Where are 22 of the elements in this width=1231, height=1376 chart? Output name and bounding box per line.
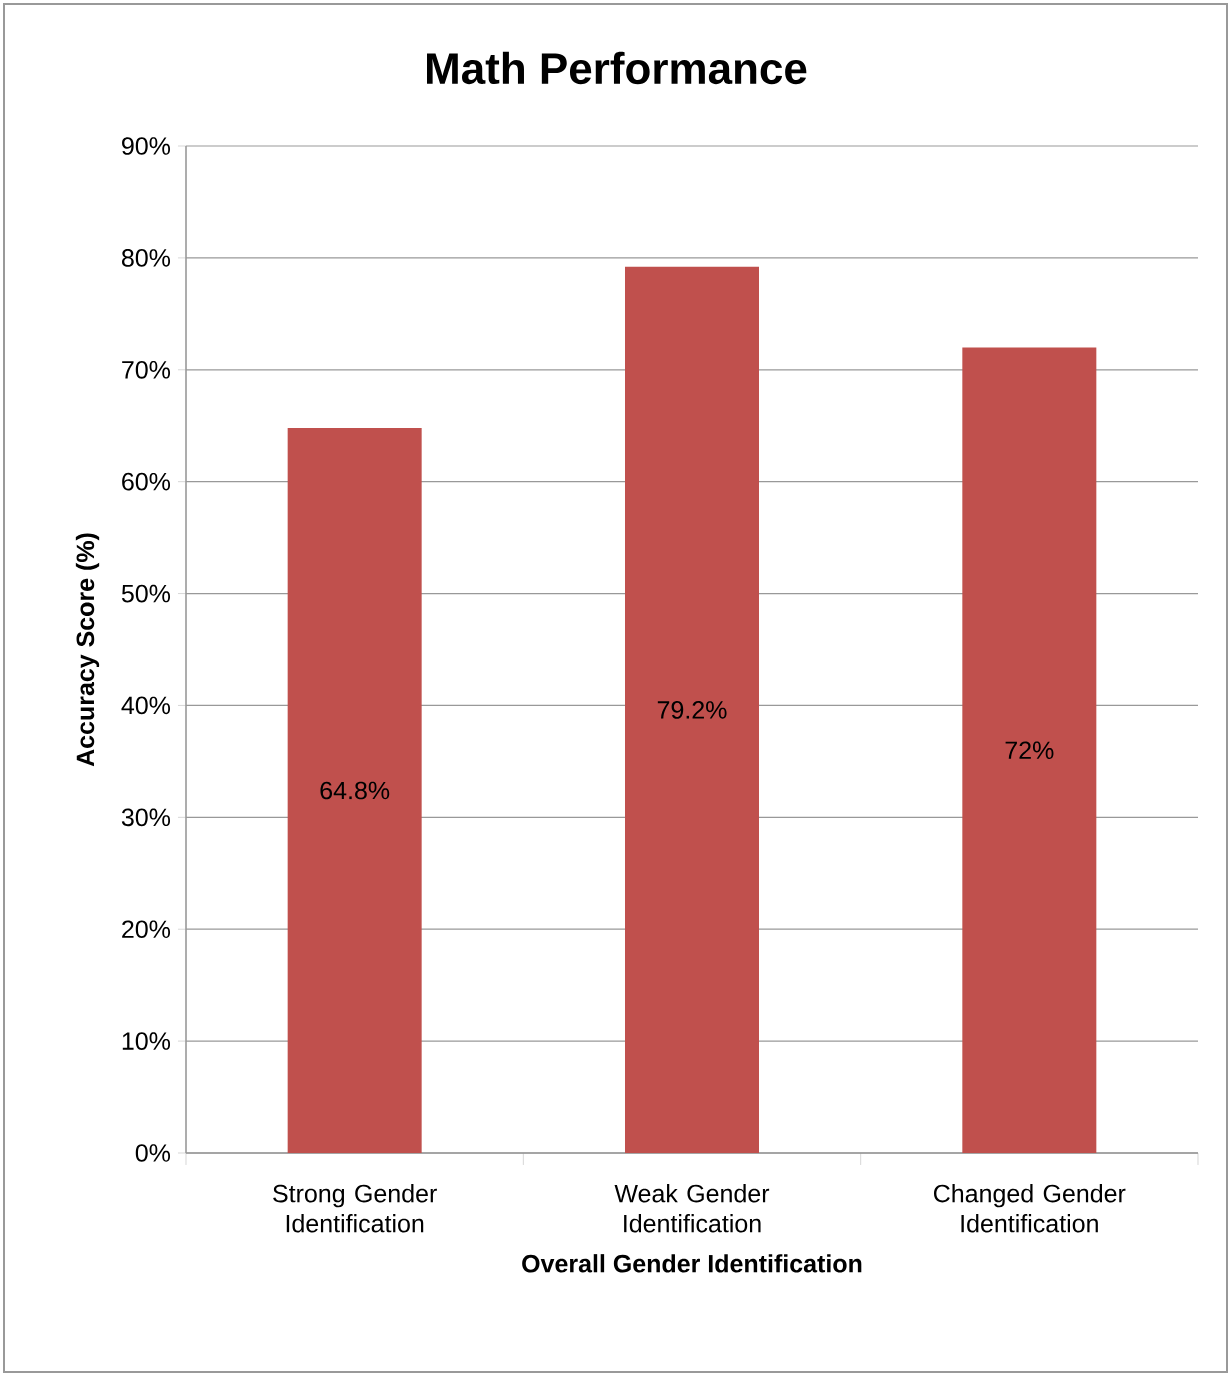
- y-axis-title: Accuracy Score (%): [75, 533, 100, 767]
- y-tick-label: 30%: [121, 808, 171, 827]
- data-label: 72%: [1005, 741, 1054, 760]
- x-tick-label: Strong Gender Identification: [273, 1184, 437, 1233]
- data-label: 79.2%: [657, 701, 727, 719]
- y-tick-label: 10%: [122, 1032, 171, 1050]
- y-tick-label: 0%: [135, 1144, 171, 1162]
- bar: [625, 266, 759, 1153]
- y-tick-label: 60%: [122, 472, 171, 491]
- bar: [287, 427, 422, 1153]
- x-tick-label: Changed Gender Identification: [933, 1184, 1126, 1233]
- bar: [962, 347, 1097, 1153]
- x-tick-label: Weak Gender Identification: [614, 1184, 770, 1233]
- data-label: 64.8%: [320, 781, 390, 800]
- y-tick-label: 20%: [122, 920, 171, 939]
- y-tick-label: 70%: [122, 360, 171, 379]
- chart-title: Math Performance: [427, 51, 807, 85]
- y-tick-label: 90%: [122, 137, 171, 155]
- y-tick-label: 50%: [121, 584, 171, 603]
- y-tick-label: 80%: [121, 249, 171, 267]
- x-axis-title: Overall Gender Identification: [522, 1254, 862, 1273]
- y-tick-label: 40%: [121, 696, 171, 715]
